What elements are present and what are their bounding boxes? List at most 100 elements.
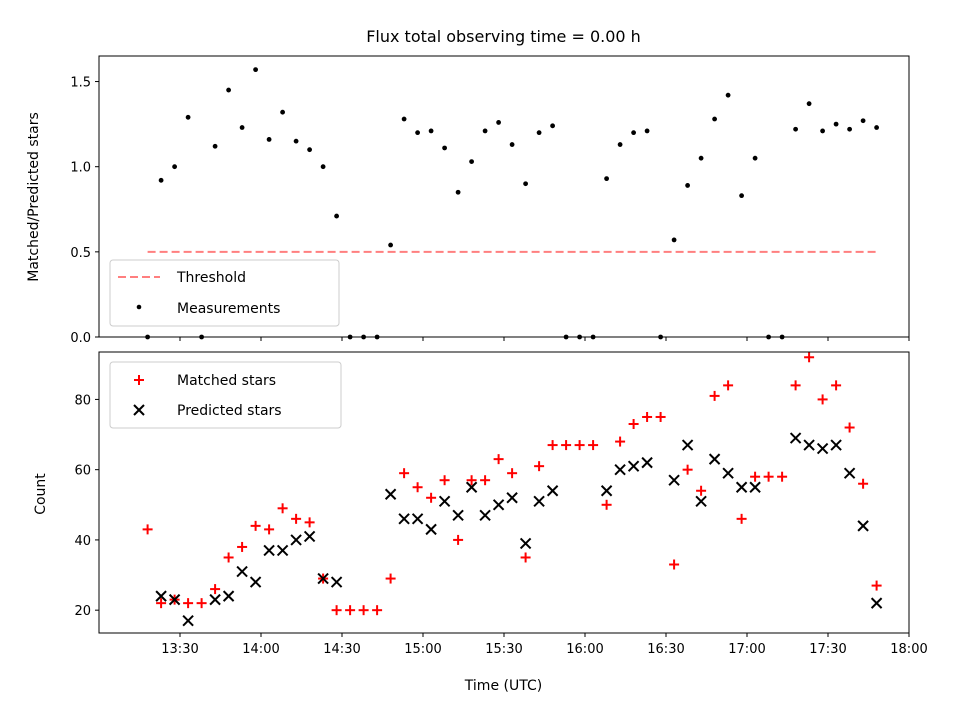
predicted-star-point <box>735 481 748 493</box>
predicted-star-point <box>465 481 478 493</box>
count-y-tick-label: 20 <box>74 604 91 619</box>
measurement-point <box>172 164 178 170</box>
x-tick-label: 17:00 <box>728 642 765 657</box>
measurement-point <box>820 128 825 134</box>
matched-star-point <box>183 598 194 609</box>
measurement-point <box>401 116 407 122</box>
matched-star-point <box>264 524 275 535</box>
predicted-star-point <box>830 439 842 451</box>
matched-star-point <box>696 485 707 496</box>
ratio-legend-box <box>109 259 340 327</box>
predicted-star-point <box>857 520 869 532</box>
matched-star-point <box>291 513 302 524</box>
predicted-star-point <box>303 530 316 543</box>
measurement-point <box>671 237 677 243</box>
legend-predicted-label: Predicted stars <box>177 403 282 419</box>
ratio-y-tick-label: 1.0 <box>70 161 91 176</box>
predicted-star-point <box>411 513 424 525</box>
predicted-star-point <box>627 460 640 472</box>
matched-star-point <box>858 478 869 489</box>
measurement-point <box>617 142 623 147</box>
measurement-point <box>874 125 879 130</box>
predicted-star-point <box>519 537 532 550</box>
predicted-star-point <box>290 534 302 546</box>
measurement-point <box>455 189 461 195</box>
measurement-point <box>631 130 636 136</box>
matched-star-point <box>277 503 288 514</box>
matched-star-point <box>804 352 815 363</box>
matched-star-point <box>399 468 410 479</box>
legend-measurements-swatch <box>136 304 142 310</box>
measurement-point <box>415 130 420 136</box>
measurement-point <box>334 213 339 219</box>
measurement-point <box>793 126 798 132</box>
matched-star-point <box>709 390 720 401</box>
predicted-star-point <box>155 590 167 602</box>
measurement-point <box>806 101 812 107</box>
measurement-point <box>712 116 717 122</box>
chart-title: Flux total observing time = 0.00 h <box>366 27 641 46</box>
matched-star-point <box>655 411 666 422</box>
matched-star-point <box>466 475 477 486</box>
measurement-point <box>847 126 852 132</box>
matched-star-point <box>817 394 828 405</box>
ratio-y-tick-label: 0.5 <box>70 246 91 261</box>
x-tick-label: 17:30 <box>809 642 846 657</box>
predicted-star-point <box>209 593 221 606</box>
matched-star-point <box>628 419 639 430</box>
measurement-point <box>536 130 542 136</box>
matched-star-point <box>723 380 734 391</box>
measurement-point <box>550 123 555 129</box>
count-y-tick-label: 60 <box>74 464 91 479</box>
measurement-point <box>644 128 650 134</box>
matched-star-point <box>358 605 369 616</box>
matched-star-point <box>142 524 153 535</box>
measurement-point <box>320 164 326 170</box>
x-tick-label: 13:30 <box>161 642 198 657</box>
predicted-star-point <box>641 456 653 469</box>
matched-star-point <box>156 598 167 609</box>
measurement-point <box>725 92 731 98</box>
matched-star-point <box>763 471 774 482</box>
count-y-axis-label: Count <box>33 473 49 515</box>
predicted-star-point <box>479 509 491 522</box>
count-y-tick-label: 80 <box>74 393 91 408</box>
measurement-point <box>253 67 258 73</box>
predicted-star-point <box>276 544 289 557</box>
matched-star-point <box>777 471 788 482</box>
matched-star-point <box>223 552 234 563</box>
predicted-star-point <box>789 432 802 444</box>
predicted-star-point <box>546 485 559 497</box>
legend-matched-label: Matched stars <box>177 373 276 389</box>
predicted-star-point <box>398 513 410 525</box>
predicted-star-point <box>681 439 694 451</box>
predicted-star-point <box>452 509 464 522</box>
matched-star-point <box>345 605 356 616</box>
matched-star-point <box>642 411 653 422</box>
matched-star-point <box>790 380 801 391</box>
ratio-y-tick-label: 0.0 <box>70 331 91 346</box>
ratio-panel: Flux total observing time = 0.00 h Match… <box>26 27 910 346</box>
x-tick-label: 16:00 <box>566 642 603 657</box>
ratio-y-tick-label: 1.5 <box>70 76 91 91</box>
matched-star-point <box>588 440 599 451</box>
measurement-point <box>496 120 501 125</box>
count-legend-box <box>109 361 342 429</box>
measurement-point <box>604 176 609 182</box>
predicted-star-point <box>708 453 721 465</box>
matched-star-point <box>871 580 882 591</box>
predicted-star-point <box>330 576 343 588</box>
measurement-point <box>388 242 393 248</box>
matched-star-point <box>331 605 342 616</box>
ratio-legend: Threshold Measurements <box>109 259 340 327</box>
matched-star-point <box>601 499 612 510</box>
x-axis-label: Time (UTC) <box>464 678 542 694</box>
x-tick-label: 15:00 <box>404 642 441 657</box>
predicted-star-point <box>600 485 613 497</box>
matched-star-point <box>736 513 747 524</box>
matched-star-point <box>426 492 437 503</box>
predicted-star-point <box>843 467 856 479</box>
predicted-star-point <box>749 481 761 493</box>
legend-matched-swatch <box>134 375 144 385</box>
